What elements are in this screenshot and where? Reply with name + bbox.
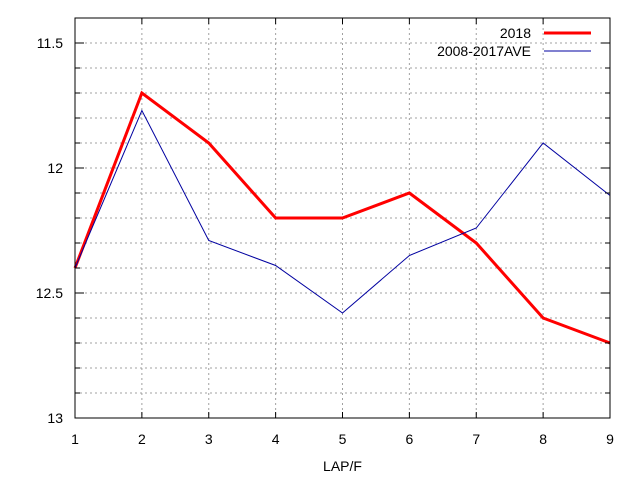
- x-axis: 1 2 3 4 5 6 7 8 9: [71, 18, 614, 447]
- x-tick-label: 2: [138, 431, 146, 447]
- x-tick-label: 8: [539, 431, 547, 447]
- y-tick-label: 12.5: [36, 285, 63, 301]
- y-tick-label: 11.5: [37, 35, 63, 51]
- x-tick-label: 4: [272, 431, 280, 447]
- y-tick-label: 12: [47, 160, 63, 176]
- y-tick-label: 13: [47, 410, 63, 426]
- legend: 2018 2008-2017AVE: [437, 25, 591, 59]
- x-tick-label: 6: [405, 431, 413, 447]
- x-tick-label: 3: [205, 431, 213, 447]
- y-axis: 11.5 12 12.5 13: [36, 17, 610, 426]
- x-tick-label: 9: [606, 431, 614, 447]
- x-tick-label: 1: [71, 431, 79, 447]
- series-line-1: [73, 90, 611, 345]
- series-line-2: [74, 109, 611, 314]
- series-layer: [73, 90, 611, 345]
- legend-label: 2008-2017AVE: [437, 43, 531, 59]
- x-axis-label: LAP/F: [323, 458, 362, 474]
- x-tick-label: 7: [472, 431, 480, 447]
- grid: [75, 18, 610, 418]
- x-tick-label: 5: [339, 431, 347, 447]
- legend-label: 2018: [500, 25, 531, 41]
